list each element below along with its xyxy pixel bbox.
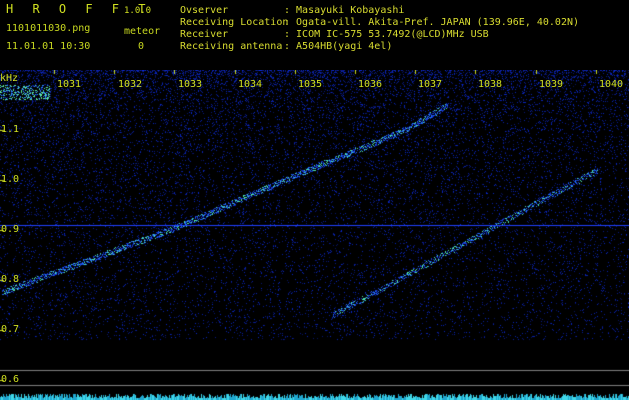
info-value-antenna: : A504HB(yagi 4el) [284,41,393,52]
x-tick-label: 1039 [539,79,564,90]
y-tick-label: 0.9 [1,224,20,235]
info-label-antenna: Receiving antenna [180,41,283,52]
app-version: 1.0.0 [124,6,152,16]
y-tick-label: 0.6 [1,374,20,385]
app-name: H R O F F T [6,2,152,16]
info-value-location: : Ogata-vill. Akita-Pref. JAPAN (139.96E… [284,17,580,28]
info-label-receiver: Receiver [180,29,229,40]
x-tick-label: 1031 [57,79,82,90]
y-tick-label: 0.7 [1,324,20,335]
x-tick-label: 1037 [418,79,443,90]
spectrogram-plot [0,70,629,400]
header-panel: H R O F F T 1.0.0 1101011030.png meteor … [0,0,629,70]
y-axis-unit-label: kHz [0,73,19,84]
x-tick-label: 1032 [118,79,143,90]
meteor-count: 0 [138,41,145,52]
info-label-observer: Ovserver [180,5,229,16]
capture-datetime: 11.01.01 10:30 [6,41,91,52]
meteor-label: meteor [124,26,161,37]
x-tick-label: 1036 [358,79,383,90]
x-tick-label: 1034 [238,79,263,90]
info-label-location: Receiving Location [180,17,289,28]
info-value-observer: : Masayuki Kobayashi [284,5,405,16]
info-value-receiver: : ICOM IC-575 53.7492(@LCD)MHz USB [284,29,489,40]
y-tick-label: 0.8 [1,274,20,285]
file-name: 1101011030.png [6,23,91,34]
x-tick-label: 1038 [478,79,503,90]
y-tick-label: 1.1 [1,124,20,135]
x-tick-label: 1035 [298,79,323,90]
x-tick-label: 1033 [178,79,203,90]
y-tick-label: 1.0 [1,174,20,185]
x-tick-label: 1040 [599,79,624,90]
